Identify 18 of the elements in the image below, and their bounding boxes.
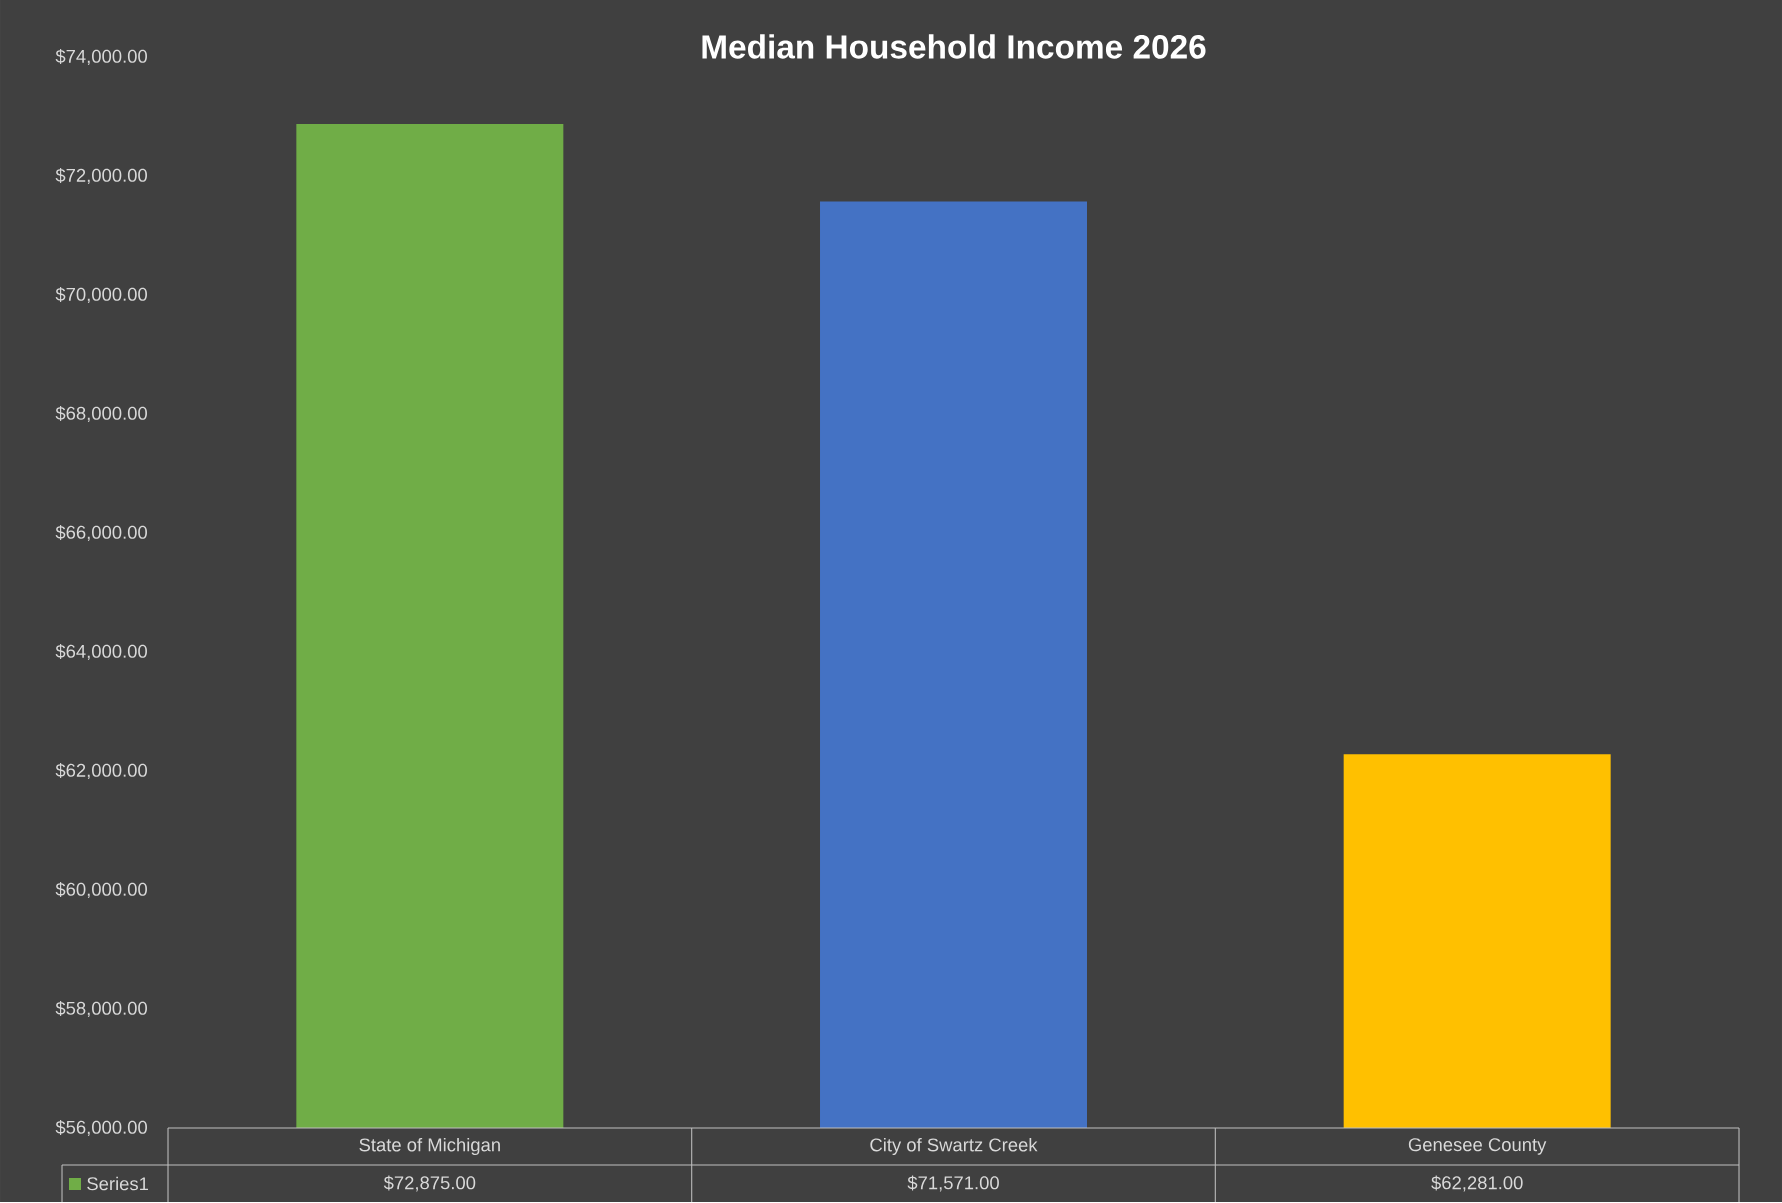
data-label: $62,281.00 bbox=[1431, 1175, 1523, 1192]
y-tick-label: $72,000.00 bbox=[55, 168, 147, 185]
y-tick-label: $68,000.00 bbox=[55, 406, 147, 423]
data-label: $72,875.00 bbox=[383, 1175, 476, 1192]
x-tick-label: State of Michigan bbox=[359, 1138, 500, 1156]
x-tick-label: City of Swartz Creek bbox=[870, 1138, 1038, 1156]
y-tick-label: $62,000.00 bbox=[55, 763, 147, 780]
data-label: $71,571.00 bbox=[907, 1175, 999, 1192]
y-tick-label: $56,000.00 bbox=[55, 1120, 147, 1137]
y-tick-label: $64,000.00 bbox=[55, 644, 147, 661]
legend-label: Series1 bbox=[87, 1176, 148, 1191]
chart-title: Median Household Income 2026 bbox=[702, 34, 1206, 59]
y-tick-label: $70,000.00 bbox=[55, 287, 147, 304]
y-tick-label: $74,000.00 bbox=[55, 49, 147, 66]
x-tick-label: Genesee County bbox=[1408, 1138, 1547, 1156]
y-tick-label: $60,000.00 bbox=[55, 882, 147, 899]
y-tick-label: $66,000.00 bbox=[55, 525, 147, 542]
y-tick-label: $58,000.00 bbox=[55, 1001, 147, 1018]
